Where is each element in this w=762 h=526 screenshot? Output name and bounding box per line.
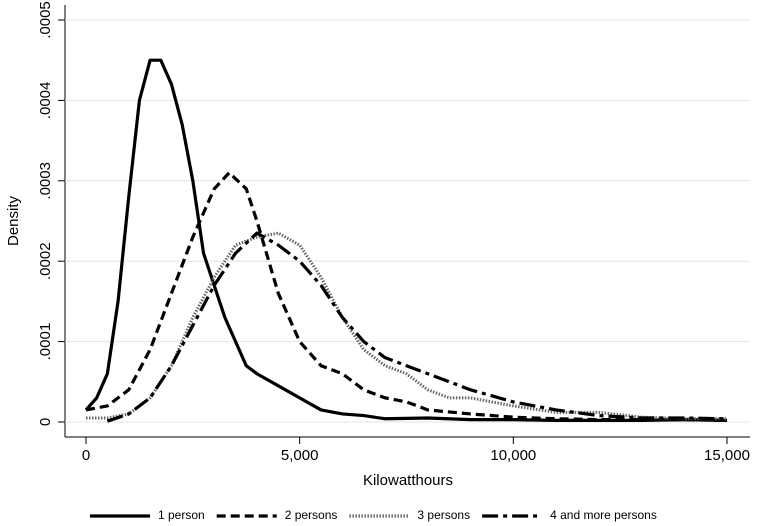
x-axis-title: Kilowatthours <box>363 472 453 489</box>
y-tick-label: .0001 <box>37 323 54 361</box>
legend-label: 3 persons <box>417 508 470 522</box>
y-tick-label: .0003 <box>37 162 54 200</box>
y-tick-label: .0004 <box>37 82 54 120</box>
y-tick-label: 0 <box>37 418 54 426</box>
x-tick-label: 10,000 <box>490 447 536 464</box>
series-line <box>84 58 728 422</box>
y-axis-title: Density <box>5 195 22 246</box>
y-tick-label: .0005 <box>37 1 54 39</box>
series-line <box>86 231 727 421</box>
y-tick-label: .0002 <box>37 242 54 280</box>
x-tick-label: 0 <box>82 447 90 464</box>
series-line <box>106 231 728 423</box>
legend-label: 4 and more persons <box>550 508 657 522</box>
series-line <box>85 171 728 422</box>
legend-label: 2 persons <box>285 508 338 522</box>
x-tick-label: 15,000 <box>704 447 750 464</box>
legend-label: 1 person <box>158 508 205 522</box>
x-tick-label: 5,000 <box>281 447 319 464</box>
